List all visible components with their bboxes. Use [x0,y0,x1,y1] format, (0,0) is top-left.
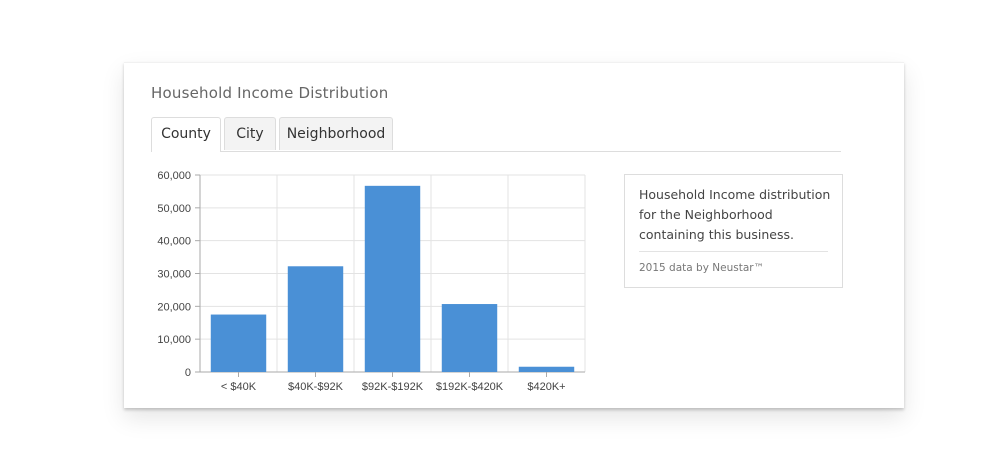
info-source: 2015 data by Neustar™ [639,262,765,274]
info-box: Household Income distribution for the Ne… [624,174,843,288]
bar [441,304,498,372]
y-tick-label: 60,000 [157,170,191,182]
y-tick-label: 50,000 [157,203,191,215]
tab-city[interactable]: City [224,117,276,150]
bar [518,366,575,372]
card-top-divider [124,62,904,63]
bar [364,185,421,372]
y-tick-label: 0 [185,367,191,379]
x-tick-label: < $40K [221,381,257,393]
income-bar-chart: 0 10,000 20,000 30,000 40,000 50,000 60,000 < $… [157,170,586,393]
income-distribution-card: Household Income Distribution County Cit… [124,62,904,408]
y-tick-label: 40,000 [157,236,191,248]
info-description: Household Income distribution for the Ne… [639,187,831,242]
bar [287,266,344,372]
x-tick-label: $40K-$92K [288,381,344,393]
tab-county[interactable]: County [151,117,221,152]
bar [210,314,267,372]
x-tick-label: $420K+ [527,381,565,393]
y-tick-label: 20,000 [157,301,191,313]
geography-tabs: County City Neighborhood [151,117,841,152]
card-title: Household Income Distribution [151,84,389,102]
x-tick-label: $92K-$192K [362,381,424,393]
y-tick-label: 30,000 [157,269,191,281]
info-divider [639,251,828,252]
tab-neighborhood[interactable]: Neighborhood [279,117,393,150]
x-tick-label: $192K-$420K [436,381,504,393]
y-tick-label: 10,000 [157,334,191,346]
